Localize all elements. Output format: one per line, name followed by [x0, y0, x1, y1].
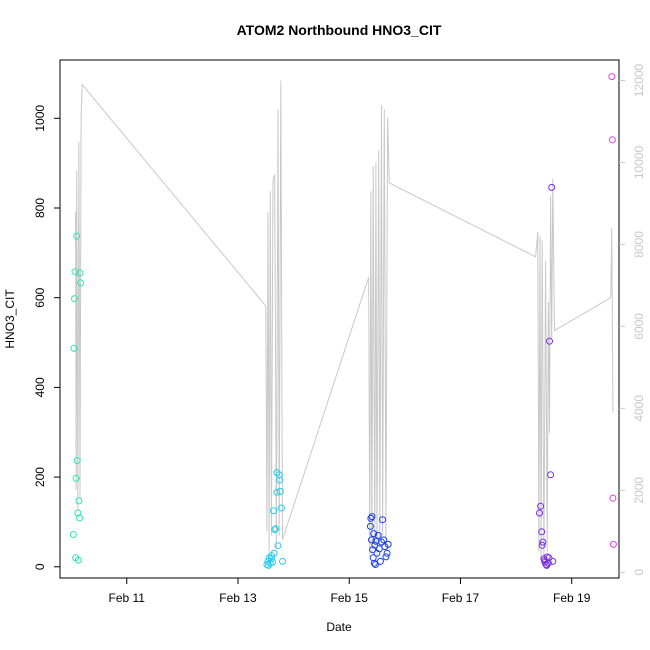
- data-point-group-3: [369, 546, 377, 554]
- y2-axis: 0 2000 4000 6000 8000 10000 12000: [619, 63, 646, 576]
- data-point-group-2: [265, 561, 273, 569]
- data-point-group-5: [609, 494, 617, 502]
- data-point-group-2: [275, 471, 283, 479]
- plot-area: [59, 59, 620, 579]
- data-point-group-3: [371, 561, 379, 568]
- y-tick-label: 600: [33, 287, 47, 307]
- y2-tick-label: 4000: [632, 395, 646, 422]
- data-point-group-3: [382, 553, 390, 561]
- data-point-group-3: [376, 557, 384, 565]
- data-point-group-2: [279, 557, 286, 565]
- data-point-group-5: [609, 540, 617, 548]
- y-tick-label: 800: [33, 198, 47, 218]
- x-axis-label: Date: [326, 620, 352, 634]
- data-point-group-2: [274, 542, 282, 550]
- x-tick-label: Feb 19: [553, 591, 591, 605]
- data-point-group-3: [379, 516, 387, 524]
- data-point-group-4: [538, 528, 546, 536]
- data-point-group-3: [383, 549, 391, 557]
- y2-tick-label: 8000: [632, 231, 646, 258]
- data-point-group-2: [270, 549, 278, 557]
- data-point-group-1: [74, 509, 82, 517]
- data-point-group-2: [270, 507, 278, 515]
- y2-tick-label: 10000: [632, 145, 646, 179]
- line-series: [75, 80, 614, 561]
- y-tick-label: 200: [33, 467, 47, 487]
- data-point-group-1: [69, 531, 77, 538]
- data-point-group-4: [538, 541, 546, 549]
- data-point-group-1: [74, 556, 82, 564]
- y-axis-label: HNO3_CIT: [3, 289, 17, 349]
- data-point-group-3: [370, 559, 378, 567]
- data-point-group-2: [276, 476, 284, 484]
- data-point-group-3: [367, 514, 375, 522]
- data-point-group-1: [76, 514, 83, 522]
- x-tick-label: Feb 17: [442, 591, 480, 605]
- data-point-group-3: [368, 513, 376, 521]
- data-point-group-1: [70, 344, 78, 352]
- data-point-group-3: [384, 540, 392, 548]
- x-tick-label: Feb 11: [109, 591, 146, 605]
- data-point-group-1: [76, 269, 84, 277]
- data-point-group-5: [608, 136, 616, 144]
- y-tick-label: 0: [33, 563, 47, 570]
- data-point-group-3: [371, 541, 379, 549]
- data-point-group-1: [71, 268, 79, 276]
- y2-tick-label: 0: [632, 569, 646, 576]
- data-point-group-4: [539, 538, 547, 546]
- scatter-points: [69, 73, 617, 569]
- data-point-group-1: [73, 232, 81, 240]
- x-axis: Feb 11 Feb 13 Feb 15 Feb 17 Feb 19: [109, 578, 591, 605]
- y-tick-label: 400: [33, 377, 47, 397]
- data-point-group-1: [77, 279, 85, 287]
- data-point-group-1: [75, 497, 83, 505]
- data-point-group-3: [366, 522, 374, 530]
- data-point-group-2: [273, 488, 281, 496]
- x-tick-label: Feb 13: [219, 591, 257, 605]
- data-point-group-4: [536, 509, 543, 517]
- data-point-group-3: [368, 536, 375, 544]
- data-point-group-4: [546, 337, 553, 345]
- data-point-group-4: [548, 183, 556, 191]
- data-point-group-2: [271, 526, 279, 534]
- data-point-group-1: [72, 474, 80, 482]
- data-point-group-4: [545, 554, 553, 562]
- data-point-group-4: [537, 502, 545, 510]
- x-tick-label: Feb 15: [331, 591, 369, 605]
- y-axis: 0 200 400 600 800 1000: [33, 105, 60, 570]
- line-series-path: [75, 80, 614, 561]
- chart-title: ATOM2 Northbound HNO3_CIT: [237, 22, 442, 38]
- y2-tick-label: 6000: [632, 313, 646, 340]
- y2-tick-label: 12000: [632, 63, 646, 97]
- data-point-group-4: [547, 471, 555, 479]
- data-point-group-2: [267, 555, 275, 563]
- y-tick-label: 1000: [33, 105, 47, 132]
- data-point-group-2: [276, 487, 284, 495]
- data-point-group-4: [549, 557, 557, 565]
- data-point-group-4: [543, 561, 551, 569]
- data-point-group-3: [370, 530, 378, 538]
- data-point-group-2: [277, 504, 285, 512]
- data-point-group-1: [71, 295, 78, 303]
- data-point-group-1: [73, 457, 81, 464]
- y2-tick-label: 2000: [632, 477, 646, 504]
- data-point-group-3: [378, 538, 385, 546]
- data-point-group-2: [272, 525, 280, 533]
- data-point-group-3: [374, 531, 382, 539]
- data-point-group-3: [380, 536, 388, 544]
- data-point-group-2: [273, 469, 281, 477]
- data-point-group-5: [608, 73, 616, 81]
